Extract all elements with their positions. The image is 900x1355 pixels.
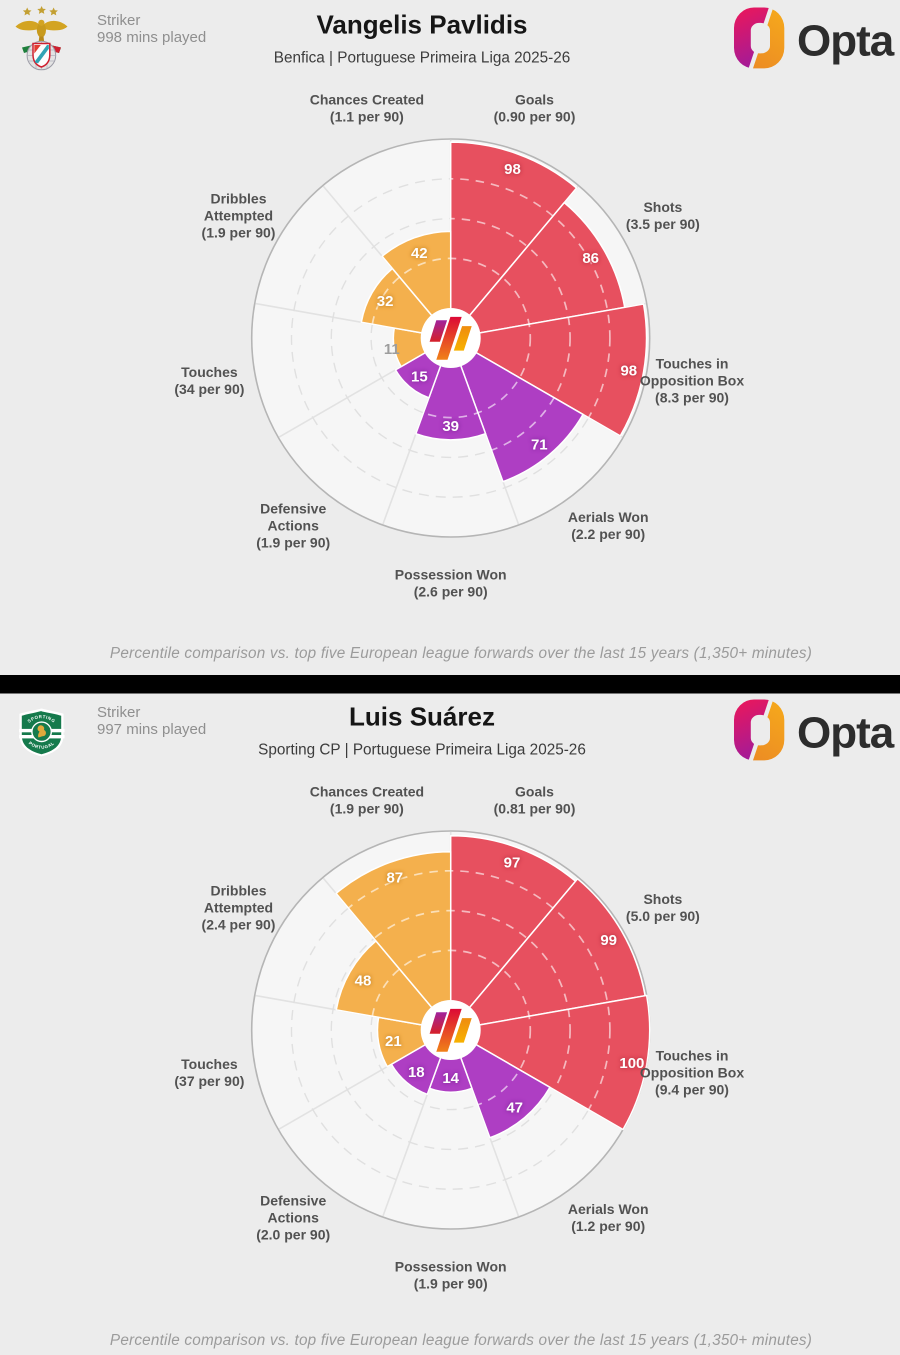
svg-text:Opta: Opta xyxy=(797,17,895,66)
svg-text:Shots(3.5 per 90): Shots (3.5 per 90) xyxy=(626,199,700,232)
svg-text:39: 39 xyxy=(442,418,459,435)
svg-text:48: 48 xyxy=(355,972,372,989)
svg-text:Striker: Striker xyxy=(97,12,140,29)
svg-text:PORTUGAL: PORTUGAL xyxy=(28,740,55,749)
svg-text:Goals(0.81 per 90): Goals (0.81 per 90) xyxy=(494,783,576,816)
svg-text:Touches(34 per 90): Touches (34 per 90) xyxy=(174,364,244,397)
svg-text:Aerials Won(1.2 per 90): Aerials Won (1.2 per 90) xyxy=(568,1201,649,1234)
svg-text:Touches(37 per 90): Touches (37 per 90) xyxy=(174,1056,244,1089)
svg-text:Opta: Opta xyxy=(797,709,895,758)
svg-text:32: 32 xyxy=(377,293,394,310)
svg-text:Chances Created(1.1 per 90): Chances Created (1.1 per 90) xyxy=(310,91,424,124)
svg-text:Goals(0.90 per 90): Goals (0.90 per 90) xyxy=(494,91,576,124)
svg-text:100: 100 xyxy=(619,1055,644,1072)
svg-text:Shots(5.0 per 90): Shots (5.0 per 90) xyxy=(626,891,700,924)
svg-text:Vangelis Pavlidis: Vangelis Pavlidis xyxy=(317,10,528,40)
svg-text:Aerials Won(2.2 per 90): Aerials Won (2.2 per 90) xyxy=(568,509,649,542)
svg-text:87: 87 xyxy=(386,870,403,887)
svg-text:Benfica | Portuguese Primeira: Benfica | Portuguese Primeira Liga 2025-… xyxy=(274,50,571,67)
svg-text:Percentile comparison vs. top: Percentile comparison vs. top five Europ… xyxy=(110,645,812,662)
svg-text:Possession Won(2.6 per 90): Possession Won (2.6 per 90) xyxy=(395,567,507,600)
svg-text:998 mins played: 998 mins played xyxy=(97,29,206,46)
svg-text:47: 47 xyxy=(506,1099,523,1116)
svg-text:997 mins played: 997 mins played xyxy=(97,721,206,738)
svg-text:18: 18 xyxy=(408,1064,425,1081)
svg-text:Sporting CP | Portuguese Prime: Sporting CP | Portuguese Primeira Liga 2… xyxy=(258,742,586,759)
svg-text:Percentile comparison vs. top: Percentile comparison vs. top five Europ… xyxy=(110,1332,812,1349)
svg-text:15: 15 xyxy=(411,368,428,385)
svg-text:11: 11 xyxy=(384,341,400,358)
svg-text:SPORTING: SPORTING xyxy=(27,714,57,724)
svg-text:42: 42 xyxy=(411,245,428,262)
svg-text:Possession Won(1.9 per 90): Possession Won (1.9 per 90) xyxy=(395,1259,507,1292)
svg-text:98: 98 xyxy=(504,161,521,178)
svg-text:98: 98 xyxy=(620,362,637,379)
svg-text:97: 97 xyxy=(504,855,521,872)
svg-text:Chances Created(1.9 per 90): Chances Created (1.9 per 90) xyxy=(310,783,424,816)
svg-text:71: 71 xyxy=(531,437,548,454)
svg-text:99: 99 xyxy=(600,932,617,949)
svg-text:21: 21 xyxy=(385,1033,402,1050)
svg-text:14: 14 xyxy=(442,1070,459,1087)
svg-text:Striker: Striker xyxy=(97,704,140,721)
svg-text:86: 86 xyxy=(582,250,599,267)
svg-text:Luis Suárez: Luis Suárez xyxy=(349,702,495,732)
